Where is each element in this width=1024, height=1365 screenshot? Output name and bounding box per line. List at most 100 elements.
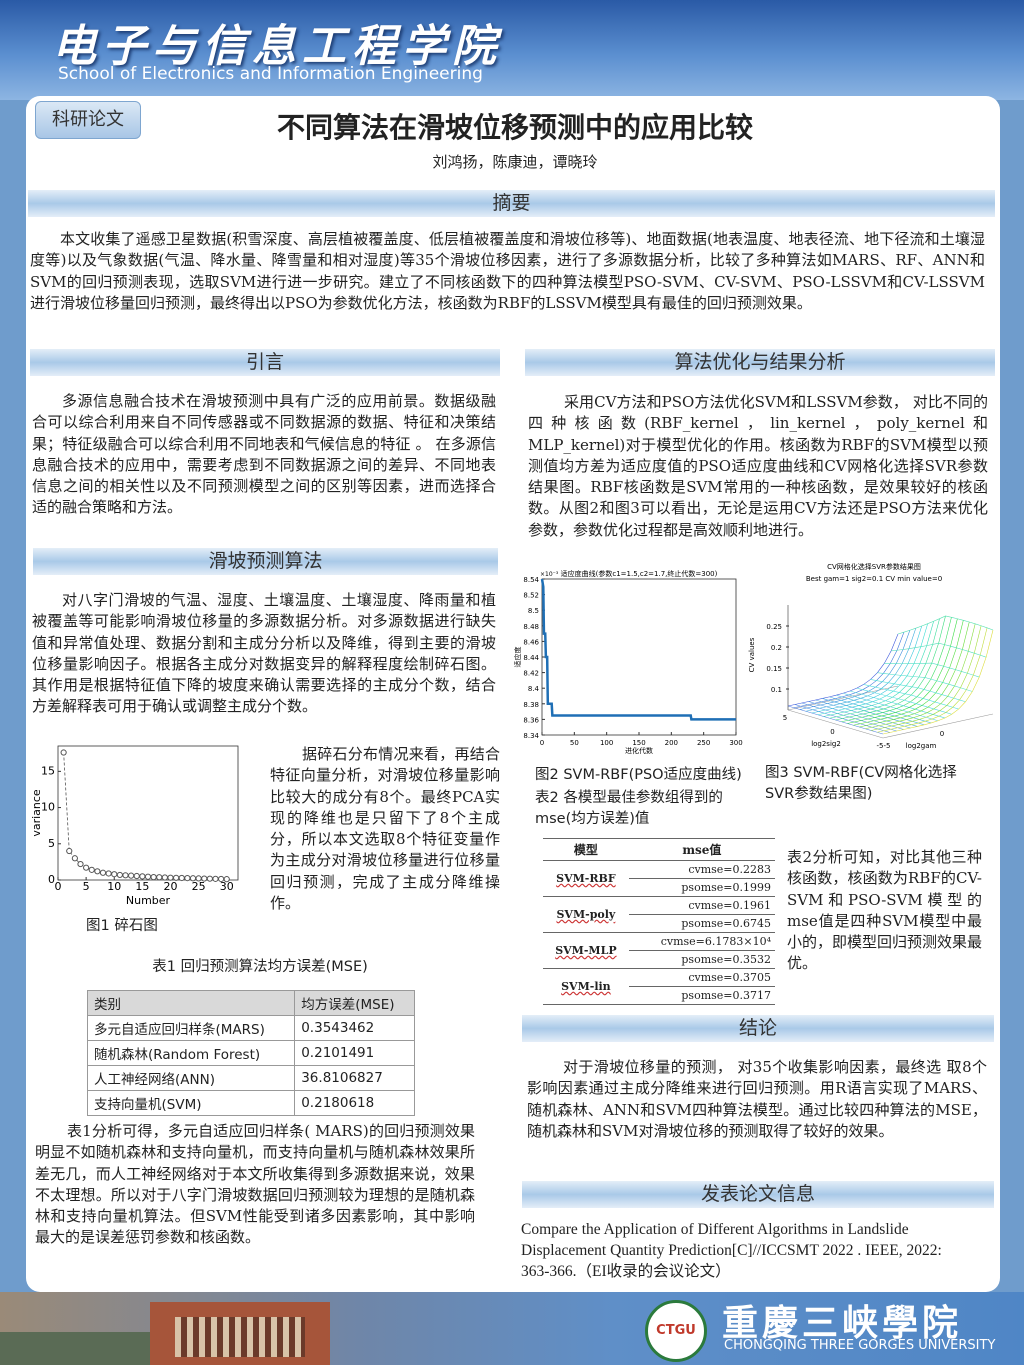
scree-point	[88, 866, 95, 873]
mse-cell: cvmse=0.2283	[628, 860, 775, 879]
scree-point	[66, 847, 73, 855]
scree-point	[184, 875, 191, 882]
scree-point	[223, 876, 230, 883]
scree-point	[161, 874, 168, 881]
scree-point	[178, 874, 185, 882]
intro-text: 多源信息融合技术在滑坡预测中具有广泛的应用前景。数据级融合可以综合利用来自不同传…	[32, 392, 496, 517]
surface-mesh	[891, 642, 987, 658]
x-tick-label: 15	[135, 880, 149, 893]
scree-text: 据碎石分布情况来看，再结合特征向量分析，对滑坡位移量影响比较大的成分有8个。最终…	[270, 745, 500, 913]
y-axis-label: 适应度	[513, 647, 522, 668]
scree-point	[128, 872, 135, 879]
scree-point	[122, 872, 129, 879]
footer-banner: CTGU 重慶三峡學院 CHONGQING THREE GORGES UNIVE…	[0, 1292, 1024, 1365]
y-tick-label: 8.5	[528, 607, 539, 615]
z-tick-label: 0.25	[766, 623, 782, 631]
mse-cell: cvmse=6.1783×10⁴	[628, 932, 775, 951]
mse-cell: psomse=0.3532	[628, 950, 775, 969]
plot-frame	[57, 745, 239, 881]
header-banner: 电子与信息工程学院 School of Electronics and Info…	[0, 0, 1024, 100]
table-cell: 0.3543462	[294, 1015, 415, 1041]
x-tick-label: 50	[570, 739, 579, 747]
surface-mesh	[842, 692, 939, 722]
x-tick-label: 20	[164, 880, 178, 893]
y-tick-label: 15	[41, 764, 55, 777]
section-heading: 摘要	[28, 190, 995, 217]
model-cell: SVM-RBF	[543, 860, 629, 897]
scree-point	[201, 875, 208, 882]
x-tick-label: 250	[697, 739, 710, 747]
y-tick-label: 8.4	[528, 685, 540, 693]
table-header-cell: 类别	[86, 990, 296, 1016]
table2-text: 表2分析可知，对比其他三种核函数，核函数为RBF的CV-SVM和PSO-SVM模…	[787, 848, 983, 973]
scree-point	[144, 873, 152, 880]
y-tick-label: 8.46	[523, 638, 539, 646]
x-axis-label: 进化代数	[625, 746, 653, 755]
trees-illustration	[0, 1332, 150, 1365]
table-cell: 随机森林(Random Forest)	[86, 1040, 296, 1066]
y-tick-label: 8.52	[523, 592, 539, 600]
table-cell: 支持向量机(SVM)	[86, 1090, 296, 1116]
scree-point	[150, 874, 157, 881]
surface-mesh	[859, 621, 970, 728]
y-tick-label: 8.44	[523, 654, 539, 662]
conclusion-text: 对于滑坡位移量的预测， 对35个收集影响因素，最终选 取8个影响因素通过主成分降…	[527, 1058, 987, 1140]
mse-cell: psomse=0.3717	[628, 986, 775, 1005]
figure-caption: 图2 SVM-RBF(PSO适应度曲线)	[535, 767, 742, 783]
surface-mesh	[829, 618, 940, 719]
x-tick-label: 0	[830, 728, 834, 736]
y-tick-label: -5	[884, 742, 891, 750]
chart-title: CV网格化选择SVR参数结果图	[827, 562, 921, 571]
model-cell: SVM-poly	[543, 896, 629, 933]
table-caption: 表1 回归预测算法均方误差(MSE)	[152, 959, 368, 975]
axis-line	[882, 713, 994, 739]
mse-cell: psomse=0.1999	[628, 878, 775, 897]
table-row: SVM-lin cvmse=0.3705	[543, 968, 775, 1005]
scree-point	[218, 875, 225, 883]
y-axis-label: variance	[30, 789, 43, 837]
scree-point	[173, 874, 180, 881]
x-tick-label: -5	[877, 742, 884, 750]
x-tick-label: 5	[83, 880, 90, 893]
z-tick-label: 0.2	[771, 644, 782, 652]
school-name-cn: 电子与信息工程学院	[52, 21, 502, 72]
table-row: SVM-MLP cvmse=6.1783×10⁴	[543, 932, 775, 969]
scree-point	[71, 855, 78, 862]
table-cell: 0.2101491	[294, 1040, 415, 1066]
scree-point	[156, 874, 163, 881]
surface-mesh	[835, 615, 946, 721]
scree-point	[133, 872, 140, 880]
plot-frame	[541, 578, 737, 736]
section-heading: 滑坡预测算法	[33, 548, 498, 575]
scree-point	[83, 864, 90, 871]
section-heading: 结论	[522, 1015, 994, 1042]
section-heading: 发表论文信息	[522, 1181, 994, 1208]
table-row: psomse=0.6745	[543, 914, 775, 933]
z-tick-label: 0.1	[771, 686, 782, 694]
y-tick-label: 5	[48, 837, 55, 850]
algorithm-text: 对八字门滑坡的气温、湿度、土壤温度、土壤湿度、降雨量和植被覆盖等可能影响滑坡位移…	[32, 591, 496, 716]
axis-line	[787, 709, 884, 739]
table-header-row: 类别 均方误差(MSE)	[86, 990, 415, 1016]
y-tick-label: 0	[940, 730, 944, 738]
table-caption: 表2 各模型最佳参数组得到的mse(均方误差)值	[535, 790, 723, 827]
figure-caption: 图3 SVM-RBF(CV网格化选择SVR参数结果图)	[765, 765, 957, 802]
figure-caption: 图1 碎石图	[86, 918, 158, 934]
y-tick-label: 10	[41, 801, 55, 814]
x-tick-label: 100	[600, 739, 613, 747]
table-cell: 0.2180618	[294, 1090, 415, 1116]
y-axis-label: log2gam	[906, 742, 937, 750]
surface-mesh	[787, 633, 899, 707]
surface-mesh	[870, 679, 966, 703]
tag: 科研论文	[35, 101, 141, 139]
table-cell: 36.8106827	[294, 1065, 415, 1091]
table-header-row: 模型 mse值	[543, 838, 775, 861]
scree-point	[206, 875, 213, 882]
x-tick-label: 200	[665, 739, 678, 747]
table-row: 人工神经网络(ANN) 36.8106827	[86, 1065, 415, 1091]
scree-point	[195, 875, 202, 882]
optimization-text: 采用CV方法和PSO方法优化SVM和LSSVM参数， 对比不同的四种核函数(RB…	[528, 393, 988, 539]
authors: 刘鸿扬，陈康迪，谭晓玲	[432, 153, 598, 171]
y-tick-label: 8.34	[523, 732, 539, 740]
